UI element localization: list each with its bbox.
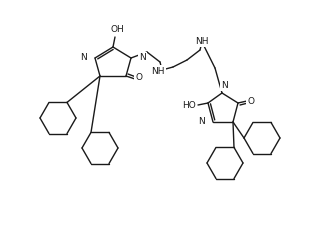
Text: NH: NH: [195, 36, 209, 46]
Text: N: N: [198, 117, 205, 126]
Text: O: O: [135, 74, 142, 82]
Text: HO: HO: [182, 101, 196, 111]
Text: NH: NH: [151, 66, 165, 76]
Text: N: N: [139, 54, 146, 63]
Text: N: N: [80, 54, 87, 63]
Text: O: O: [248, 96, 255, 106]
Text: OH: OH: [110, 25, 124, 35]
Text: N: N: [221, 81, 227, 90]
